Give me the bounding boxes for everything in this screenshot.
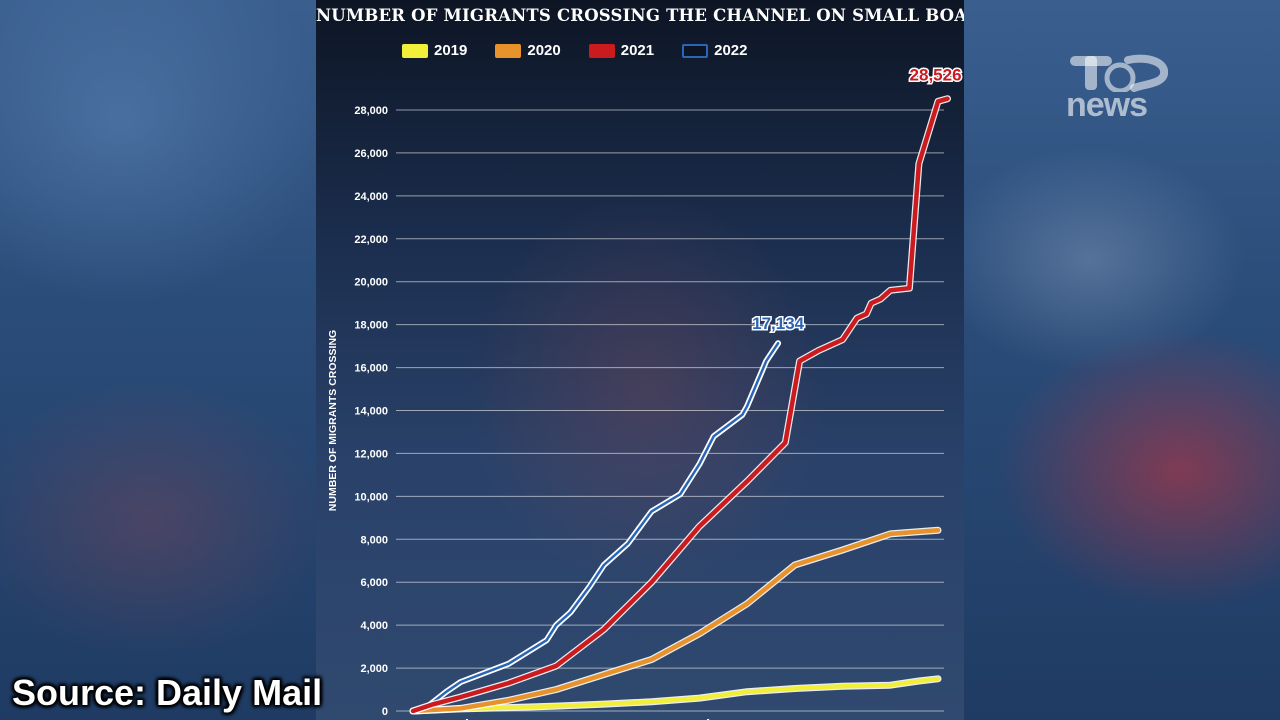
y-tick-label: 0	[382, 706, 388, 718]
legend-item-2022: 2022	[682, 42, 748, 59]
x-tick-label: Sep	[781, 717, 809, 720]
legend-label-2020: 2020	[527, 42, 561, 59]
chart-title: NUMBER OF MIGRANTS CROSSING THE CHANNEL …	[316, 6, 964, 25]
legend-item-2021: 2021	[588, 42, 655, 59]
x-tick-label: Jun	[638, 717, 665, 720]
y-tick-label: 12,000	[354, 448, 388, 460]
y-tick-label: 18,000	[354, 320, 388, 332]
y-axis-label: NUMBER OF MIGRANTS CROSSING	[327, 330, 339, 511]
x-tick-label: Mar	[495, 717, 522, 720]
y-tick-label: 24,000	[354, 191, 388, 203]
y-tick-label: 28,000	[354, 105, 388, 117]
legend-swatch-2019	[402, 43, 428, 58]
y-tick-label: 14,000	[354, 406, 388, 418]
y-tick-label: 2,000	[360, 663, 388, 675]
y-tick-label: 4,000	[360, 620, 388, 632]
x-tick-label: Aug	[733, 717, 762, 720]
chart-legend: 2019 2020 2021 2022	[402, 42, 748, 59]
x-tick-label: Apr	[543, 717, 569, 720]
annotation-2021: 28,526	[910, 66, 962, 85]
series-line-2021-outline	[409, 95, 951, 715]
annotation-2022: 17,134	[752, 314, 805, 333]
logo-text: news	[1066, 86, 1148, 124]
line-chart: 0 2,000 4,000 6,000 8,000 10,000 12,000 14,000 1…	[327, 64, 963, 720]
y-tick-label: 26,000	[354, 148, 388, 160]
legend-swatch-2022	[682, 43, 709, 58]
legend-label-2021: 2021	[620, 42, 655, 59]
chart-panel: NUMBER OF MIGRANTS CROSSING THE CHANNEL …	[316, 0, 964, 720]
series-line-2022-outline	[410, 340, 782, 714]
x-tick-label: Oct	[830, 717, 855, 720]
legend-label-2022: 2022	[714, 42, 748, 59]
series-line-2019	[410, 676, 941, 714]
y-tick-label: 16,000	[354, 363, 388, 375]
channel-logo: news	[1064, 52, 1176, 124]
series-line-2021	[410, 96, 950, 714]
y-tick-label: 20,000	[354, 277, 388, 289]
y-tick-label: 22,000	[354, 234, 388, 246]
x-tick-label: May	[589, 717, 619, 720]
series-line-2022	[411, 341, 780, 713]
legend-swatch-2020	[495, 43, 522, 58]
legend-label-2019: 2019	[434, 42, 468, 59]
x-tick-label: Feb	[447, 717, 474, 720]
legend-swatch-2021	[588, 43, 615, 58]
x-tick-label: Jul	[689, 717, 711, 720]
y-tick-label: 8,000	[360, 534, 388, 546]
x-tick-label: Jan	[400, 717, 426, 720]
legend-item-2019: 2019	[402, 42, 467, 59]
legend-item-2020: 2020	[495, 42, 561, 59]
series-line-2020	[410, 528, 941, 714]
logo-mark-icon	[1070, 54, 1168, 92]
y-tick-label: 6,000	[360, 577, 388, 589]
y-tick-label: 10,000	[354, 491, 388, 503]
x-tick-label: Nov	[876, 717, 905, 720]
source-caption: Source: Daily Mail	[12, 672, 323, 713]
x-tick-label: Dec	[924, 717, 952, 720]
